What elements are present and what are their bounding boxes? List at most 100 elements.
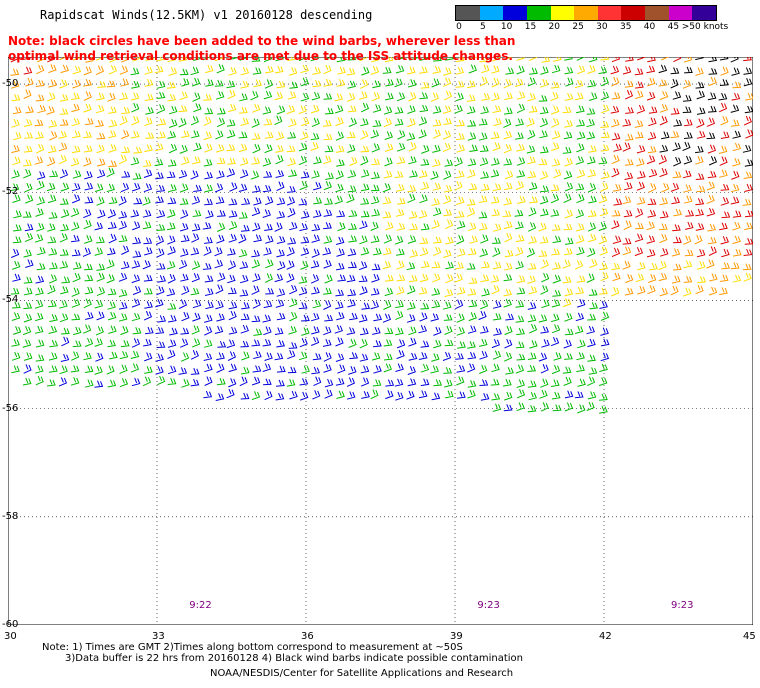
- wind-barb: [491, 339, 501, 349]
- latitude-tick-label: -54: [2, 294, 19, 306]
- wind-barb: [479, 350, 488, 360]
- wind-barb: [623, 220, 632, 231]
- wind-barb: [334, 104, 344, 114]
- wind-speed-legend: 0 5 10 15 20 25 30 35 40 45 >50 knots: [455, 5, 728, 35]
- wind-barb: [433, 339, 442, 349]
- wind-barb: [203, 246, 212, 256]
- wind-barb: [527, 129, 536, 140]
- wind-barb: [371, 143, 380, 153]
- wind-barb: [383, 170, 393, 179]
- wind-barb: [323, 326, 332, 336]
- wind-barb: [505, 67, 515, 75]
- wind-barb: [96, 236, 105, 244]
- wind-barb: [347, 80, 356, 89]
- wind-barb: [145, 106, 154, 115]
- wind-barb: [251, 157, 260, 165]
- wind-barb: [83, 91, 92, 101]
- wind-barb: [492, 183, 502, 192]
- legend-label: 10: [500, 22, 513, 32]
- wind-barb: [408, 142, 417, 152]
- wind-barb: [443, 249, 452, 258]
- wind-barb: [11, 338, 20, 347]
- wind-barb: [682, 170, 692, 179]
- wind-barb: [300, 210, 310, 219]
- wind-barb: [84, 379, 94, 388]
- wind-barb: [541, 299, 550, 309]
- wind-barb: [347, 144, 356, 153]
- wind-barb: [730, 104, 740, 113]
- wind-barb: [166, 288, 176, 297]
- wind-barb: [190, 66, 199, 76]
- wind-barb: [600, 352, 610, 362]
- wind-barb: [264, 273, 273, 283]
- wind-barb: [527, 222, 537, 232]
- wind-barb: [456, 220, 466, 229]
- wind-barb: [588, 195, 597, 204]
- wind-barb: [193, 184, 202, 192]
- wind-barb: [192, 312, 201, 322]
- wind-barb: [685, 209, 695, 217]
- legend-swatch: [621, 6, 646, 20]
- wind-barb: [659, 144, 669, 153]
- wind-barb: [143, 169, 153, 178]
- wind-barb: [118, 289, 128, 297]
- legend-label: 25: [572, 22, 584, 32]
- wind-barb: [334, 324, 343, 334]
- wind-barb: [264, 131, 274, 139]
- wind-barb: [167, 377, 177, 385]
- wind-barb: [407, 285, 416, 295]
- legend-label: 0: [456, 22, 462, 32]
- wind-barb: [324, 314, 334, 322]
- wind-barb: [203, 131, 212, 141]
- wind-barb: [672, 91, 682, 100]
- wind-barb: [370, 235, 380, 243]
- wind-barb: [47, 194, 57, 204]
- wind-barb: [336, 79, 346, 87]
- wind-barb: [35, 94, 45, 102]
- wind-barb: [179, 144, 188, 154]
- wind-barb: [671, 248, 681, 257]
- wind-barb: [227, 248, 236, 256]
- wind-barb: [84, 263, 93, 271]
- wind-barb: [205, 79, 214, 87]
- wind-barb: [576, 234, 585, 244]
- wind-barb: [106, 183, 115, 193]
- wind-barb: [82, 247, 91, 257]
- wind-barb: [373, 247, 382, 256]
- wind-barb: [552, 130, 561, 140]
- wind-barb: [107, 247, 116, 256]
- wind-barb: [384, 157, 393, 167]
- wind-barb: [288, 67, 298, 76]
- wind-barb: [347, 185, 357, 193]
- wind-barb: [96, 158, 106, 167]
- wind-barb: [491, 284, 500, 295]
- wind-barb: [167, 339, 177, 348]
- wind-barb: [696, 130, 706, 139]
- wind-barb: [550, 379, 560, 387]
- wind-barb: [25, 194, 34, 204]
- wind-barb: [623, 182, 633, 191]
- wind-barb: [658, 79, 668, 87]
- wind-barb: [226, 388, 235, 399]
- wind-barb: [624, 89, 634, 100]
- wind-barb: [310, 260, 320, 269]
- wind-barb: [420, 260, 430, 269]
- wind-barb: [575, 183, 585, 191]
- wind-barb: [325, 172, 334, 180]
- wind-barb: [539, 236, 549, 244]
- wind-barb: [599, 207, 609, 217]
- wind-barb: [479, 76, 488, 87]
- wind-barb: [72, 79, 81, 89]
- wind-barb: [540, 78, 549, 88]
- wind-barb: [586, 118, 595, 128]
- wind-barb: [526, 117, 535, 127]
- wind-barb: [118, 301, 128, 310]
- wind-barb: [143, 237, 153, 245]
- wind-barb: [108, 196, 118, 204]
- wind-barb: [167, 93, 177, 102]
- wind-barb: [311, 223, 321, 232]
- wind-barb: [11, 312, 21, 321]
- wind-barb: [298, 302, 308, 310]
- wind-barb: [385, 92, 394, 101]
- wind-barb: [311, 326, 320, 335]
